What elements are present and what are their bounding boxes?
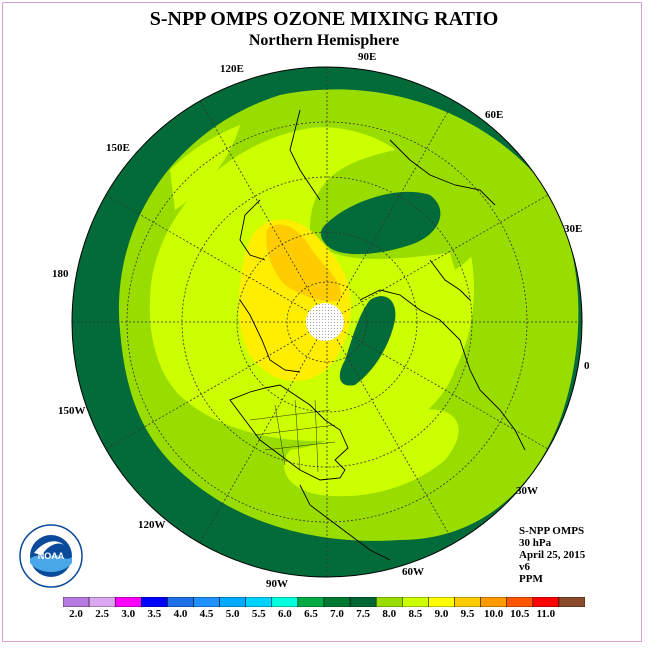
contour-7-0-interior-east (339, 296, 396, 386)
colorbar-swatch (297, 597, 325, 607)
map-boundary (71, 66, 583, 578)
longitude-label-150w: 150W (58, 405, 86, 417)
colorbar-tick-label: 10.5 (510, 608, 530, 620)
colorbar-swatch (428, 597, 455, 607)
map-subtitle: Northern Hemisphere (248, 32, 400, 49)
colorbar-swatch (141, 597, 168, 607)
colorbar-swatch (532, 597, 560, 607)
colorbar-tick-label: 5.0 (225, 608, 240, 620)
meridian-lines (72, 67, 582, 577)
colorbar-tick-label: 4.5 (199, 608, 214, 620)
longitude-label-120e: 120E (220, 63, 244, 75)
colorbar-tick-label: 3.0 (121, 608, 136, 620)
map-title: S-NPP OMPS OZONE MIXING RATIO (149, 8, 499, 30)
colorbar-tick-label: 8.5 (408, 608, 423, 620)
info-date: April 25, 2015 (519, 549, 586, 561)
colorbar-swatch (454, 597, 481, 607)
contour-8-0-region-west (170, 125, 240, 210)
colorbar-tick-label: 11.0 (536, 608, 556, 620)
colorbar-tick-label: 4.0 (173, 608, 188, 620)
figure-frame (2, 2, 642, 642)
info-instrument: S-NPP OMPS (519, 525, 585, 537)
colorbar-labels: 2.0 2.5 3.0 3.5 4.0 4.5 5.0 5.5 6.0 6.5 7.0 7.5 8.0 8… (0, 608, 648, 622)
colorbar-swatch (506, 597, 534, 607)
colorbar-tick-label: 5.5 (251, 608, 266, 620)
colorbar-swatch (480, 597, 507, 607)
coastlines (229, 109, 526, 561)
longitude-label-90e: 90E (358, 51, 377, 63)
info-level: 30 hPa (519, 537, 552, 549)
longitude-label-60e: 60E (485, 109, 504, 121)
info-units: PPM (519, 573, 543, 585)
colorbar-swatch (63, 597, 90, 607)
colorbar-swatch (167, 597, 194, 607)
polar-night-no-data (306, 303, 344, 341)
colorbar-tick-label: 10.0 (484, 608, 504, 620)
colorbar-swatch (402, 597, 429, 607)
longitude-label-60w: 60W (402, 566, 424, 578)
longitude-label-180: 180 (52, 268, 69, 280)
colorbar-tick-label: 9.5 (460, 608, 475, 620)
colorbar-tick-label: 2.0 (69, 608, 83, 620)
longitude-label-120w: 120W (138, 519, 166, 531)
colorbar-tick-label: 7.0 (330, 608, 344, 620)
longitude-label-30e: 30E (564, 223, 583, 235)
longitude-label-150e: 150E (106, 142, 130, 154)
info-version: v6 (519, 561, 530, 573)
longitude-label-90w: 90W (266, 578, 288, 590)
colorbar-swatch (271, 597, 299, 607)
colorbar-tick-label: 7.5 (356, 608, 371, 620)
contour-9-0-region (266, 224, 341, 302)
colorbar-swatch (114, 597, 142, 607)
noaa-logo: NOAA (19, 524, 83, 588)
colorbar-swatch (349, 597, 377, 607)
colorbar-swatch (558, 597, 585, 607)
colorbar-tick-label: 6.5 (304, 608, 318, 620)
colorbar-swatch (88, 597, 116, 607)
colorbar-swatch (375, 597, 403, 607)
longitude-label-0: 0 (584, 360, 590, 372)
colorbar-swatch (219, 597, 246, 607)
colorbar-tick-label: 3.5 (147, 608, 162, 620)
colorbar-swatch (323, 597, 351, 607)
colorbar-tick-label: 6.0 (277, 608, 292, 620)
info-block: S-NPP OMPS 30 hPa April 25, 2015 v6 PPM (519, 525, 585, 585)
colorbar-tick-label: 2.5 (95, 608, 110, 620)
longitude-label-30w: 30W (516, 485, 538, 497)
colorbar-swatch (245, 597, 273, 607)
colorbar-swatch (193, 597, 220, 607)
contour-7-0-interior-north (320, 191, 441, 255)
colorbar-tick-label: 8.0 (382, 608, 397, 620)
colorbar-tick-label: 9.0 (434, 608, 449, 620)
noaa-logo-text: NOAA (38, 551, 65, 561)
us-state-borders (249, 399, 336, 473)
colorbar (63, 597, 585, 607)
